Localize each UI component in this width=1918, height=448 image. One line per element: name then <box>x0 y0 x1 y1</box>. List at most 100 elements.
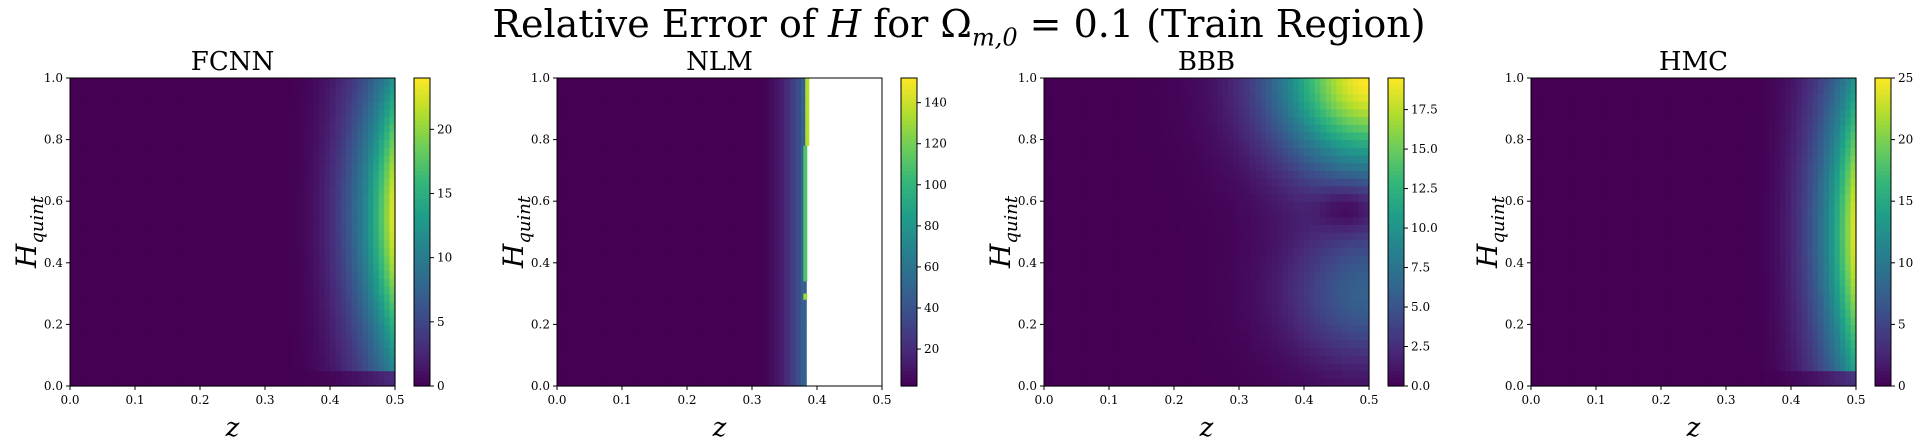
heatmap-cell <box>129 147 136 156</box>
heatmap-cell <box>367 293 374 302</box>
colorbar-segment <box>901 108 917 114</box>
heatmap-cell <box>270 232 277 241</box>
heatmap-cell <box>232 370 239 379</box>
heatmap-cell <box>719 155 726 164</box>
heatmap-cell <box>1049 193 1056 202</box>
heatmap-cell <box>102 362 109 372</box>
heatmap-cell <box>292 262 299 272</box>
heatmap-cell <box>270 78 277 87</box>
heatmap-cell <box>752 332 759 341</box>
heatmap-cell <box>335 208 342 218</box>
heatmap-cell <box>335 201 342 210</box>
heatmap-cell <box>600 116 607 125</box>
heatmap-cell <box>183 116 190 125</box>
heatmap-cell <box>237 124 244 133</box>
heatmap-cell <box>768 155 775 164</box>
heatmap-cell <box>762 116 769 125</box>
heatmap-cell <box>584 93 591 102</box>
heatmap-cell <box>178 178 185 187</box>
heatmap-cell <box>708 278 715 287</box>
heatmap-cell <box>210 85 217 94</box>
heatmap-cell <box>302 85 309 94</box>
heatmap-cell <box>248 332 255 341</box>
heatmap-cell <box>367 124 374 133</box>
heatmap-cell <box>178 208 185 218</box>
heatmap-cell <box>243 193 250 202</box>
heatmap-cell <box>275 193 282 202</box>
heatmap-cell <box>178 285 185 295</box>
heatmap-cell <box>124 370 131 379</box>
heatmap-cell <box>632 93 639 102</box>
heatmap-cell <box>703 85 710 94</box>
heatmap-cell <box>708 170 715 179</box>
heatmap-cell <box>70 108 77 118</box>
heatmap-cell <box>237 255 244 264</box>
heatmap-cell <box>773 378 780 387</box>
heatmap-cell <box>346 116 353 125</box>
axes-frame <box>556 77 883 387</box>
colorbar-tick-label: 20 <box>924 342 939 356</box>
heatmap-cell <box>378 362 385 372</box>
heatmap-cell <box>643 139 650 148</box>
colorbar-segment <box>414 282 430 287</box>
heatmap-cell <box>335 178 342 187</box>
heatmap-cell <box>221 239 228 248</box>
heatmap-cell <box>210 347 217 356</box>
heatmap-cell <box>670 339 677 349</box>
heatmap-cell <box>178 93 185 102</box>
heatmap-cell <box>1044 316 1051 325</box>
heatmap-cell <box>1060 316 1067 325</box>
heatmap-cell <box>156 170 163 179</box>
heatmap-cell <box>578 162 585 171</box>
heatmap-cell <box>259 301 266 310</box>
heatmap-cell <box>605 216 612 225</box>
heatmap-cell <box>578 378 585 387</box>
heatmap-cell <box>129 93 136 102</box>
heatmap-cell <box>210 162 217 171</box>
heatmap-cell <box>708 85 715 94</box>
heatmap-cell <box>589 162 596 171</box>
heatmap-cell <box>616 293 623 302</box>
heatmap-cell <box>156 108 163 118</box>
heatmap-cell <box>194 185 201 195</box>
heatmap-cell <box>573 147 580 156</box>
heatmap-cell <box>216 178 223 187</box>
heatmap-cell <box>270 155 277 164</box>
heatmap-cell <box>578 362 585 372</box>
heatmap-cell <box>384 162 391 171</box>
heatmap-cell <box>692 370 699 379</box>
heatmap-cell <box>243 293 250 302</box>
heatmap-cell <box>205 139 212 148</box>
heatmap-cell <box>1081 162 1088 171</box>
heatmap-cell <box>259 147 266 156</box>
heatmap-cell <box>275 155 282 164</box>
heatmap-cell <box>172 255 179 264</box>
heatmap-cell <box>330 378 337 387</box>
heatmap-cell <box>162 362 169 372</box>
heatmap-cell <box>589 216 596 225</box>
heatmap-cell <box>687 193 694 202</box>
heatmap-cell <box>357 316 364 325</box>
heatmap-cell <box>800 378 807 387</box>
heatmap-cell <box>557 309 564 318</box>
heatmap-cell <box>275 232 282 241</box>
heatmap-cell <box>80 247 87 256</box>
heatmap-cell <box>735 178 742 187</box>
heatmap-cell <box>757 178 764 187</box>
heatmap-cell <box>670 193 677 202</box>
heatmap-cell <box>800 339 807 349</box>
heatmap-cell <box>594 216 601 225</box>
heatmap-cell <box>237 316 244 325</box>
heatmap-cell <box>708 124 715 133</box>
heatmap-cell <box>373 108 380 118</box>
heatmap-cell <box>752 85 759 94</box>
heatmap-cell <box>1109 378 1116 387</box>
heatmap-cell <box>183 285 190 295</box>
heatmap-cell <box>308 147 315 156</box>
heatmap-cell <box>1103 270 1110 279</box>
heatmap-cell <box>162 239 169 248</box>
colorbar-segment <box>901 85 917 91</box>
heatmap-cell <box>319 78 326 87</box>
heatmap-cell <box>1049 224 1056 233</box>
heatmap-cell <box>330 162 337 171</box>
